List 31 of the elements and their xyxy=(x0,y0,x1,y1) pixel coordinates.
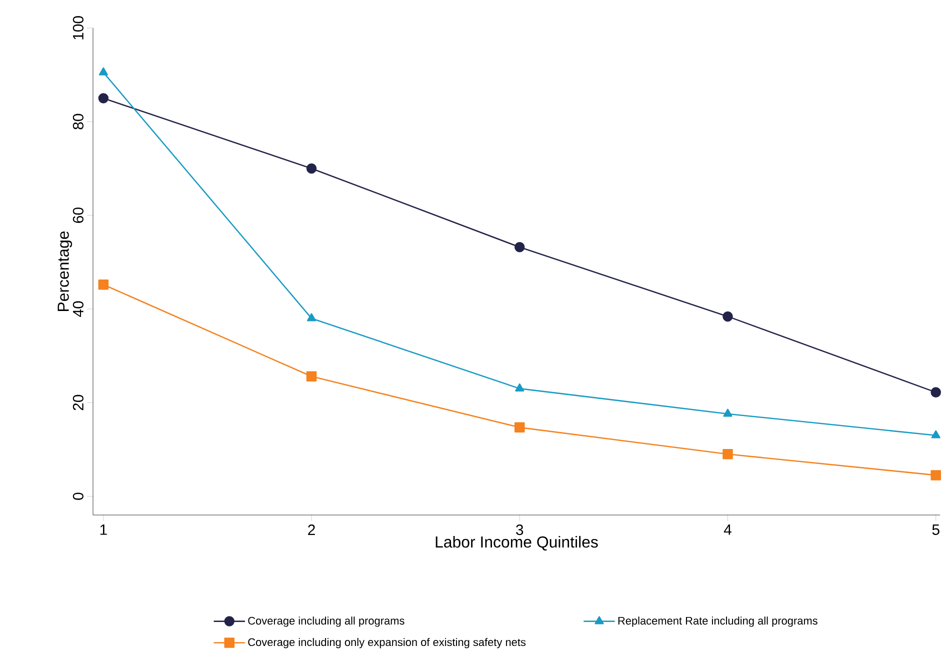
y-tick-label: 80 xyxy=(72,114,84,130)
point xyxy=(515,383,524,392)
point xyxy=(722,311,733,322)
point xyxy=(306,371,317,382)
x-tick-label: 2 xyxy=(308,524,315,535)
point xyxy=(931,430,940,438)
point xyxy=(98,93,109,104)
point xyxy=(306,313,316,322)
point xyxy=(98,279,109,290)
legend-label: Coverage including only expansion of existing safety nets xyxy=(248,638,526,648)
x-tick-label: 4 xyxy=(724,524,732,535)
point xyxy=(722,448,733,460)
x-tick-label: 5 xyxy=(932,524,940,535)
point xyxy=(930,387,941,398)
y-tick-label: 20 xyxy=(72,394,84,410)
legend-label: Coverage including all programs xyxy=(248,616,404,627)
point xyxy=(514,242,525,252)
point xyxy=(306,163,317,174)
y-tick-label: 60 xyxy=(72,208,84,223)
x-tick-label: 3 xyxy=(516,524,524,536)
point xyxy=(723,408,732,417)
point xyxy=(930,470,941,480)
point xyxy=(514,422,525,433)
y-tick-label: 100 xyxy=(72,16,84,40)
y-tick-label: 40 xyxy=(72,301,84,317)
x-tick-label: 1 xyxy=(100,524,107,535)
legend-label: Replacement Rate including all programs xyxy=(618,616,818,627)
y-axis-title: Percentage xyxy=(58,231,72,311)
x-axis-title: Labor Income Quintiles xyxy=(436,536,598,551)
point xyxy=(98,67,108,76)
y-tick-label: 0 xyxy=(72,492,84,500)
